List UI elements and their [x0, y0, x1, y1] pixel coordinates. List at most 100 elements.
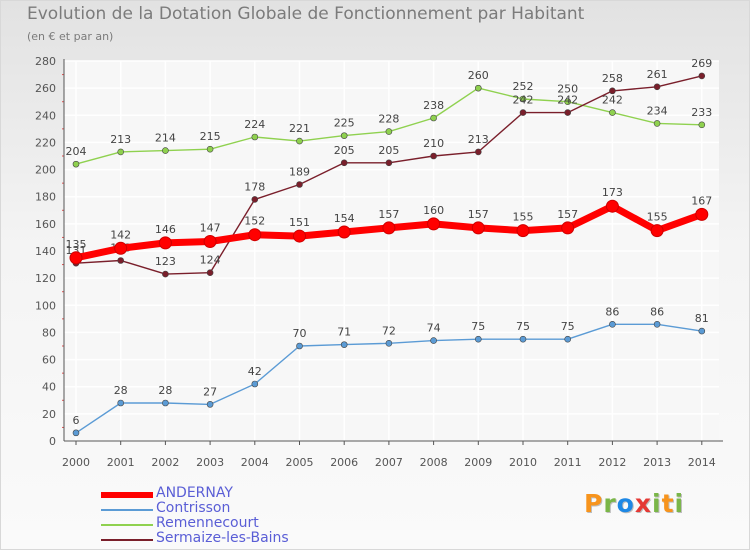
data-point-contrisson — [519, 335, 527, 343]
y-tick-label: 80 — [42, 326, 56, 339]
data-label-andernay: 147 — [200, 222, 221, 235]
data-point-sermaize-les-bains — [609, 87, 616, 95]
x-tick-label: 2008 — [420, 456, 448, 469]
data-point-contrisson — [474, 335, 482, 343]
data-point-sermaize-les-bains — [653, 83, 661, 91]
data-point-remennecourt — [296, 137, 303, 145]
data-label-contrisson: 28 — [158, 384, 172, 397]
legend-swatch-sermaize-les-bains — [101, 539, 153, 541]
data-label-remennecourt: 213 — [110, 133, 131, 146]
data-label-contrisson: 71 — [337, 326, 351, 339]
y-tick-label: 100 — [35, 299, 56, 312]
data-point-sermaize-les-bains — [296, 181, 303, 188]
data-point-sermaize-les-bains — [340, 159, 348, 167]
data-label-contrisson: 42 — [248, 365, 262, 378]
x-tick-label: 2014 — [688, 456, 716, 469]
data-label-andernay: 152 — [244, 215, 265, 228]
legend-label-remennecourt: Remennecourt — [156, 515, 259, 531]
y-tick-label: 220 — [35, 136, 56, 149]
y-tick-label: 20 — [42, 408, 56, 421]
legend-swatch-contrisson — [101, 509, 153, 511]
data-label-contrisson: 72 — [382, 324, 396, 337]
data-label-andernay: 157 — [378, 208, 399, 221]
data-point-remennecourt — [698, 121, 706, 129]
data-point-sermaize-les-bains — [117, 257, 124, 264]
x-tick-label: 2009 — [464, 456, 492, 469]
data-label-contrisson: 75 — [471, 320, 485, 333]
data-label-andernay: 157 — [468, 208, 489, 221]
chart-title: Evolution de la Dotation Globale de Fonc… — [27, 4, 585, 24]
y-tick-label: 120 — [35, 272, 56, 285]
data-label-contrisson: 86 — [650, 305, 664, 318]
x-tick-label: 2005 — [286, 456, 314, 469]
data-point-contrisson — [340, 341, 348, 348]
data-point-andernay — [158, 236, 172, 250]
data-label-remennecourt: 238 — [423, 99, 444, 112]
y-tick-label: 260 — [35, 82, 56, 95]
data-point-andernay — [605, 199, 619, 213]
data-label-sermaize-les-bains: 269 — [691, 57, 712, 70]
data-point-contrisson — [430, 337, 437, 344]
legend-label-andernay: ANDERNAY — [156, 485, 233, 501]
data-label-contrisson: 70 — [293, 327, 307, 340]
data-point-remennecourt — [385, 128, 393, 135]
data-point-sermaize-les-bains — [564, 109, 572, 116]
data-label-remennecourt: 224 — [244, 118, 265, 131]
data-point-contrisson — [564, 335, 572, 343]
data-point-sermaize-les-bains — [698, 72, 706, 80]
data-label-andernay: 160 — [423, 204, 444, 217]
data-label-sermaize-les-bains: 189 — [289, 166, 310, 179]
x-tick-label: 2003 — [196, 456, 224, 469]
data-label-remennecourt: 233 — [691, 106, 712, 119]
data-label-remennecourt: 228 — [378, 113, 399, 126]
data-label-remennecourt: 234 — [647, 104, 668, 117]
data-point-remennecourt — [609, 109, 616, 116]
data-point-andernay — [248, 228, 262, 242]
data-label-sermaize-les-bains: 123 — [155, 255, 176, 268]
data-label-andernay: 151 — [289, 216, 310, 229]
data-label-contrisson: 28 — [114, 384, 128, 397]
data-label-sermaize-les-bains: 210 — [423, 137, 444, 150]
data-point-remennecourt — [474, 84, 482, 92]
data-point-contrisson — [698, 327, 706, 335]
data-point-remennecourt — [206, 145, 214, 153]
data-point-contrisson — [653, 320, 661, 328]
legend-swatch-andernay — [101, 492, 153, 498]
proxiti-logo: Proxiti — [584, 489, 684, 518]
data-point-remennecourt — [653, 120, 661, 127]
data-label-andernay: 154 — [334, 212, 355, 225]
data-label-sermaize-les-bains: 242 — [513, 94, 534, 107]
data-label-sermaize-les-bains: 205 — [378, 144, 399, 157]
y-tick-label: 200 — [35, 164, 56, 177]
data-point-sermaize-les-bains — [251, 196, 259, 203]
x-tick-label: 2004 — [241, 456, 269, 469]
logo-letter: P — [584, 489, 604, 518]
data-point-andernay — [650, 224, 664, 238]
y-tick-label: 140 — [35, 245, 56, 258]
logo-letter: i — [674, 489, 685, 518]
data-point-contrisson — [609, 320, 616, 328]
data-label-andernay: 167 — [691, 194, 712, 207]
data-label-andernay: 142 — [110, 228, 131, 241]
data-point-andernay — [293, 229, 306, 243]
data-label-sermaize-les-bains: 178 — [244, 180, 265, 193]
data-label-remennecourt: 221 — [289, 122, 310, 135]
y-tick-label: 160 — [35, 218, 56, 231]
data-point-sermaize-les-bains — [162, 270, 169, 278]
logo-letter: o — [616, 489, 635, 518]
data-label-andernay: 155 — [647, 211, 668, 224]
y-tick-label: 0 — [49, 435, 56, 448]
data-point-andernay — [114, 241, 128, 255]
data-point-andernay — [561, 221, 575, 235]
data-label-remennecourt: 260 — [468, 69, 489, 82]
data-label-contrisson: 75 — [561, 320, 575, 333]
data-point-remennecourt — [251, 133, 259, 141]
legend-label-contrisson: Contrisson — [156, 500, 231, 516]
data-label-sermaize-les-bains: 261 — [647, 68, 668, 81]
y-tick-label: 180 — [35, 191, 56, 204]
data-label-sermaize-les-bains: 205 — [334, 144, 355, 157]
data-label-andernay: 155 — [513, 211, 534, 224]
data-point-remennecourt — [519, 95, 527, 103]
data-point-contrisson — [162, 399, 169, 407]
